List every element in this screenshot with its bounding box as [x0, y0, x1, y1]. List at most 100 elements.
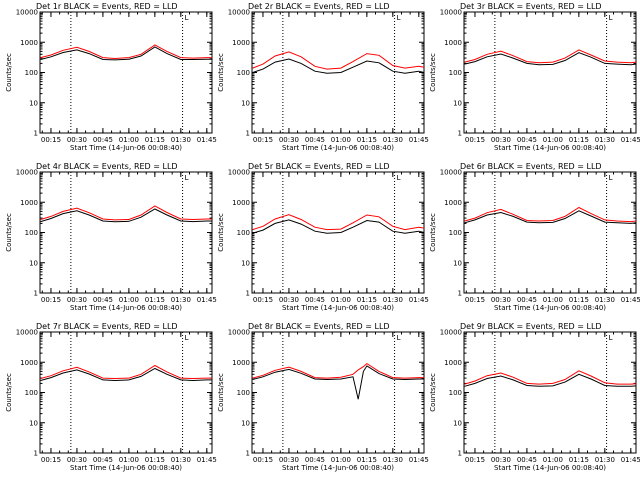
y-tick-label: 1000: [20, 39, 38, 47]
y-tick-label: 100: [449, 389, 462, 397]
x-tick-label: 01:15: [145, 296, 165, 304]
x-tick-label: 00:45: [517, 296, 537, 304]
y-tick-label: 1000: [444, 39, 462, 47]
panel-1: Det 1r BLACK = Events, RED = LLD 1 10 100 10…: [5, 2, 217, 152]
x-tick-label: 00:15: [465, 136, 485, 144]
y-tick-label: 10000: [16, 9, 38, 17]
y-tick-label: 10: [241, 259, 250, 267]
x-tick-label: 01:30: [383, 296, 403, 304]
y-tick-label: 1000: [444, 199, 462, 207]
x-tick-label: 00:30: [279, 296, 299, 304]
y-tick-label: 10000: [228, 169, 250, 177]
y-tick-label: 10000: [228, 329, 250, 337]
x-axis-label: Start Time (14-Jun-06 00:08:40): [494, 304, 606, 312]
x-tick-label: 01:00: [543, 136, 563, 144]
x-tick-label: 01:15: [357, 136, 377, 144]
x-tick-label: 01:45: [621, 136, 640, 144]
corner-mark: L: [397, 174, 401, 182]
panel-9: Det 9r BLACK = Events, RED = LLD 1 10 100 10…: [429, 322, 640, 472]
x-axis-label: Start Time (14-Jun-06 00:08:40): [494, 144, 606, 152]
y-tick-label: 10000: [440, 169, 462, 177]
y-tick-label: 100: [25, 229, 38, 237]
x-tick-label: 00:30: [491, 296, 511, 304]
x-tick-label: 01:00: [119, 136, 139, 144]
y-tick-label: 10: [453, 99, 462, 107]
panel-title: Det 3r BLACK = Events, RED = LLD: [460, 2, 602, 11]
plot-frame: [463, 331, 637, 454]
x-tick-label: 00:15: [465, 296, 485, 304]
x-tick-label: 00:15: [465, 456, 485, 464]
x-tick-label: 01:00: [119, 456, 139, 464]
series-line-lld: [464, 49, 637, 64]
corner-mark: L: [185, 174, 189, 182]
x-tick-label: 00:45: [305, 456, 325, 464]
x-tick-label: 01:45: [621, 456, 640, 464]
x-tick-label: 01:00: [543, 296, 563, 304]
series-line-events: [252, 58, 425, 74]
x-tick-label: 01:15: [569, 136, 589, 144]
x-tick-label: 01:45: [409, 456, 429, 464]
panel-title: Det 1r BLACK = Events, RED = LLD: [36, 2, 178, 11]
y-tick-label: 100: [237, 389, 250, 397]
y-tick-label: 1: [34, 450, 38, 458]
y-tick-label: 1: [458, 290, 462, 298]
series-line-events: [464, 373, 637, 387]
y-tick-label: 100: [25, 69, 38, 77]
x-tick-label: 01:45: [409, 136, 429, 144]
series-line-lld: [252, 214, 425, 231]
y-axis-label: Counts/sec: [5, 213, 13, 252]
y-tick-label: 10000: [228, 9, 250, 17]
y-tick-label: 1000: [444, 359, 462, 367]
y-tick-label: 100: [237, 69, 250, 77]
panel-2: Det 2r BLACK = Events, RED = LLD 1 10 100 10…: [217, 2, 429, 152]
x-tick-label: 00:45: [305, 136, 325, 144]
x-tick-label: 00:45: [93, 136, 113, 144]
series-line-lld: [464, 370, 637, 385]
y-tick-label: 10000: [16, 169, 38, 177]
y-tick-label: 1: [246, 450, 250, 458]
y-tick-label: 100: [25, 389, 38, 397]
y-tick-label: 10000: [16, 329, 38, 337]
panel-7: Det 7r BLACK = Events, RED = LLD 1 10 100 10…: [5, 322, 217, 472]
series-line-lld: [464, 206, 637, 223]
x-tick-label: 00:30: [67, 456, 87, 464]
x-tick-label: 00:30: [279, 456, 299, 464]
y-tick-label: 10000: [440, 9, 462, 17]
plot-frame: [39, 331, 213, 454]
panel-3: Det 3r BLACK = Events, RED = LLD 1 10 100 10…: [429, 2, 640, 152]
panel-4: Det 4r BLACK = Events, RED = LLD 1 10 100 10…: [5, 162, 217, 312]
x-tick-label: 01:00: [119, 296, 139, 304]
series-line-events: [464, 52, 637, 66]
y-tick-label: 1: [246, 130, 250, 138]
plot-frame: [39, 171, 213, 294]
y-tick-label: 100: [449, 69, 462, 77]
y-tick-label: 1: [34, 130, 38, 138]
y-axis-label: Counts/sec: [217, 213, 225, 252]
x-tick-label: 01:45: [621, 296, 640, 304]
x-tick-label: 01:30: [171, 136, 191, 144]
panel-8: Det 8r BLACK = Events, RED = LLD 1 10 100 10…: [217, 322, 429, 472]
x-tick-label: 00:30: [491, 456, 511, 464]
y-tick-label: 10: [29, 259, 38, 267]
x-tick-label: 00:45: [93, 456, 113, 464]
x-tick-label: 01:00: [331, 456, 351, 464]
panel-title: Det 6r BLACK = Events, RED = LLD: [460, 162, 602, 171]
x-tick-label: 00:45: [517, 136, 537, 144]
panel-title: Det 2r BLACK = Events, RED = LLD: [248, 2, 390, 11]
y-tick-label: 10: [241, 99, 250, 107]
x-axis-label: Start Time (14-Jun-06 00:08:40): [282, 464, 394, 472]
x-axis-label: Start Time (14-Jun-06 00:08:40): [70, 144, 182, 152]
panel-title: Det 9r BLACK = Events, RED = LLD: [460, 322, 602, 331]
x-tick-label: 01:15: [569, 296, 589, 304]
y-axis-label: Counts/sec: [5, 53, 13, 92]
plot-frame: [39, 11, 213, 134]
y-axis-label: Counts/sec: [217, 373, 225, 412]
series-line-events: [464, 210, 637, 224]
y-tick-label: 1000: [232, 39, 250, 47]
y-axis-label: Counts/sec: [217, 53, 225, 92]
panel-title: Det 5r BLACK = Events, RED = LLD: [248, 162, 390, 171]
plot-frame: [463, 171, 637, 294]
x-tick-label: 01:30: [595, 296, 615, 304]
corner-mark: L: [609, 14, 613, 22]
